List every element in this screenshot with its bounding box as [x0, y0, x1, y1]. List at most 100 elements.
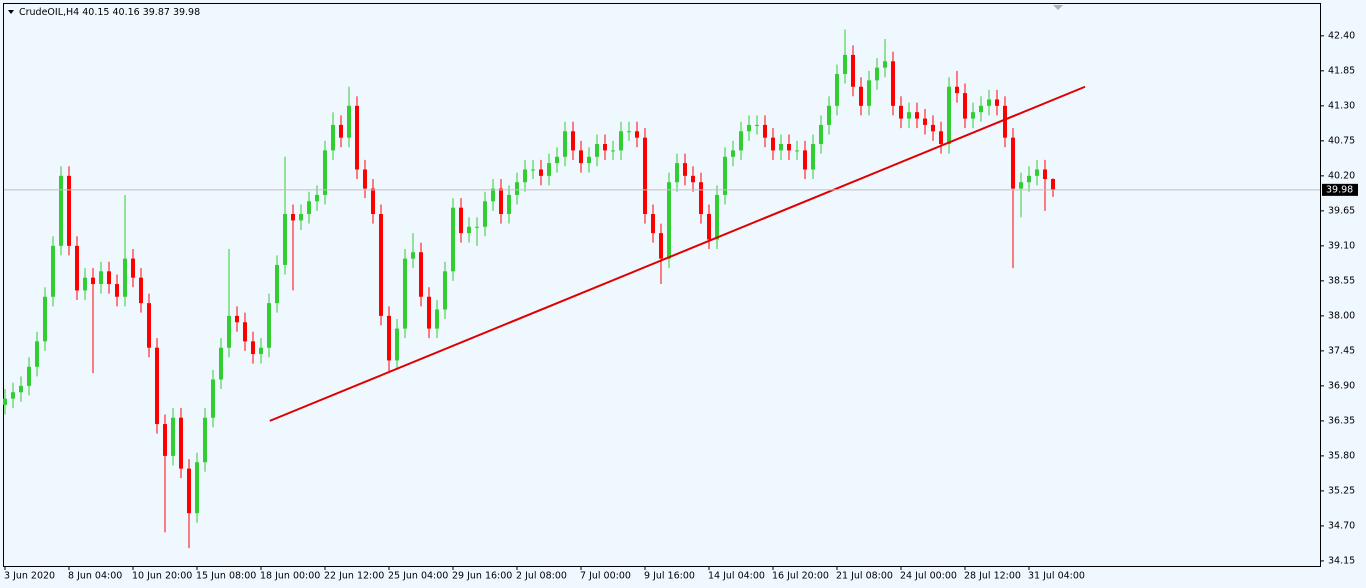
x-tick-label: 3 Jun 2020	[4, 571, 55, 582]
candle-body	[267, 303, 271, 348]
candle-body	[51, 245, 55, 297]
candle-body	[315, 194, 319, 202]
candle-body	[611, 150, 615, 152]
candle-body	[27, 366, 31, 386]
candle-body	[1035, 169, 1039, 176]
y-tick-label: 34.15	[1328, 555, 1355, 566]
candle-body	[595, 144, 599, 157]
candle-body	[571, 131, 575, 151]
candle-body	[963, 93, 967, 119]
candle-body	[67, 175, 71, 246]
candle-body	[19, 385, 23, 393]
candle-body	[459, 207, 463, 234]
candle-body	[243, 322, 247, 342]
candle-body	[531, 169, 535, 171]
candle-body	[803, 150, 807, 170]
candle-body	[939, 131, 943, 145]
candle-body	[683, 163, 687, 176]
candle-body	[523, 169, 527, 183]
y-tick-label: 41.30	[1328, 100, 1355, 111]
x-tick-label: 25 Jun 04:00	[388, 571, 448, 582]
candle-body	[147, 303, 151, 348]
candle-body	[1011, 137, 1015, 189]
candle-body	[827, 105, 831, 125]
candle-body	[91, 277, 95, 285]
candle-body	[923, 118, 927, 125]
candle-body	[795, 150, 799, 152]
candle-body	[3, 398, 7, 405]
candle-body	[251, 341, 255, 355]
menu-arrow[interactable]	[8, 10, 14, 14]
candle-body	[779, 144, 783, 151]
candle-body	[971, 112, 975, 119]
y-tick-label: 41.85	[1328, 65, 1355, 76]
candle-body	[867, 80, 871, 106]
candle-body	[211, 379, 215, 418]
candle-body	[475, 226, 479, 228]
candle-body	[515, 182, 519, 195]
candle-body	[107, 271, 111, 285]
candle-body	[387, 315, 391, 361]
candle-body	[411, 252, 415, 259]
candle-body	[219, 347, 223, 380]
candle-body	[819, 124, 823, 145]
price-label-box	[1322, 183, 1358, 196]
candle-body	[427, 296, 431, 329]
last-high: 40.16	[112, 7, 139, 18]
candle-body	[579, 150, 583, 164]
candle-body	[1027, 175, 1031, 183]
x-tick-label: 16 Jul 20:00	[772, 571, 829, 582]
y-tick-label: 34.70	[1328, 520, 1355, 531]
candle-body	[587, 156, 591, 164]
candle-body	[787, 144, 791, 151]
candle-body	[739, 131, 743, 151]
candle-body	[883, 61, 887, 68]
candle-body	[659, 233, 663, 259]
candle-body	[947, 86, 951, 145]
candle-body	[435, 309, 439, 329]
candle-body	[499, 188, 503, 215]
candle-body	[395, 328, 399, 361]
candle-body	[195, 462, 199, 514]
candle-body	[1043, 169, 1047, 180]
candle-body	[307, 201, 311, 215]
candle-body	[987, 99, 991, 106]
y-tick-label: 36.90	[1328, 380, 1355, 391]
candle-body	[931, 124, 935, 132]
candle-body	[811, 144, 815, 170]
candle-body	[203, 417, 207, 463]
y-tick-label: 39.65	[1328, 205, 1355, 216]
candle-body	[507, 194, 511, 215]
candle-body	[915, 112, 919, 119]
candle-body	[419, 252, 423, 297]
last-low: 39.87	[143, 7, 170, 18]
candle-body	[283, 214, 287, 265]
candle-body	[187, 468, 191, 514]
x-tick-label: 18 Jun 00:00	[260, 571, 320, 582]
candle-body	[675, 163, 679, 183]
candle-body	[291, 214, 295, 221]
candle-body	[667, 182, 671, 259]
candle-body	[451, 207, 455, 272]
candle-body	[955, 86, 959, 94]
candle-body	[43, 296, 47, 342]
y-tick-label: 38.00	[1328, 310, 1355, 321]
candle-body	[123, 258, 127, 297]
candle-body	[907, 112, 911, 119]
candle-body	[171, 417, 175, 456]
candle-body	[859, 86, 863, 106]
candle-body	[235, 315, 239, 323]
candle-body	[59, 175, 63, 246]
chart-header: CrudeOIL,H4 40.15 40.16 39.87 39.98	[19, 7, 200, 18]
x-tick-label: 9 Jul 16:00	[644, 571, 695, 582]
candle-body	[747, 124, 751, 132]
x-tick-label: 24 Jul 00:00	[900, 571, 957, 582]
candle-body	[731, 150, 735, 157]
candle-body	[627, 131, 631, 133]
x-tick-label: 15 Jun 08:00	[196, 571, 256, 582]
candle-body	[483, 201, 487, 227]
shift-marker	[1053, 5, 1063, 10]
candle-body	[467, 226, 471, 234]
y-tick-label: 40.20	[1328, 170, 1355, 181]
